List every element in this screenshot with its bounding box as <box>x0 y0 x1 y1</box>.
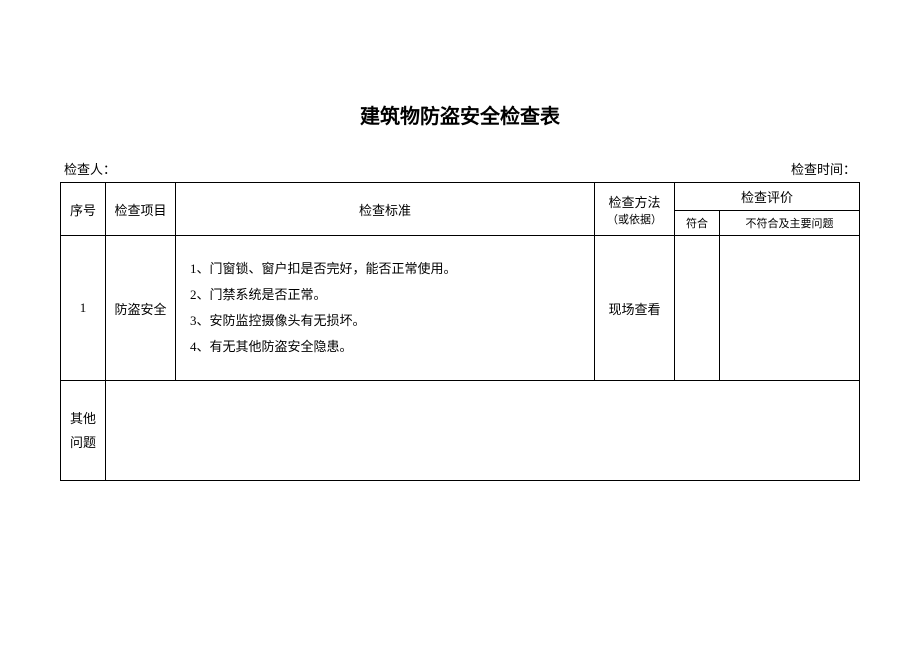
inspector-label: 检查人： <box>64 159 116 178</box>
cell-conform <box>674 236 719 381</box>
col-item-header: 检查项目 <box>106 183 176 236</box>
cell-standard: 1、门窗锁、窗户扣是否完好，能否正常使用。 2、门禁系统是否正常。 3、安防监控… <box>176 236 595 381</box>
cell-item: 防盗安全 <box>106 236 176 381</box>
header-row-1: 序号 检查项目 检查标准 检查方法 （或依据） 检查评价 <box>61 183 860 211</box>
standard-line: 3、安防监控摄像头有无损坏。 <box>190 308 580 334</box>
document-title: 建筑物防盗安全检查表 <box>60 100 860 129</box>
cell-seq: 1 <box>61 236 106 381</box>
standard-line: 4、有无其他防盗安全隐患。 <box>190 334 580 360</box>
col-conform-header: 符合 <box>674 211 719 236</box>
method-header-line1: 检查方法 <box>601 192 668 211</box>
other-issues-content <box>106 381 860 481</box>
col-seq-header: 序号 <box>61 183 106 236</box>
other-issues-label: 其他 问题 <box>61 381 106 481</box>
other-issues-row: 其他 问题 <box>61 381 860 481</box>
cell-nonconform <box>719 236 859 381</box>
standard-line: 2、门禁系统是否正常。 <box>190 282 580 308</box>
standard-line: 1、门窗锁、窗户扣是否完好，能否正常使用。 <box>190 256 580 282</box>
inspect-time-label: 检查时间： <box>791 159 856 178</box>
col-standard-header: 检查标准 <box>176 183 595 236</box>
cell-method: 现场查看 <box>594 236 674 381</box>
other-label-line2: 问题 <box>67 431 99 454</box>
col-nonconform-header: 不符合及主要问题 <box>719 211 859 236</box>
col-method-header: 检查方法 （或依据） <box>594 183 674 236</box>
col-evaluation-header: 检查评价 <box>674 183 859 211</box>
other-label-line1: 其他 <box>67 407 99 430</box>
method-header-line2: （或依据） <box>601 211 668 227</box>
header-labels: 检查人： 检查时间： <box>60 159 860 178</box>
inspection-table: 序号 检查项目 检查标准 检查方法 （或依据） 检查评价 符合 不符合及主要问题… <box>60 182 860 481</box>
table-row: 1 防盗安全 1、门窗锁、窗户扣是否完好，能否正常使用。 2、门禁系统是否正常。… <box>61 236 860 381</box>
